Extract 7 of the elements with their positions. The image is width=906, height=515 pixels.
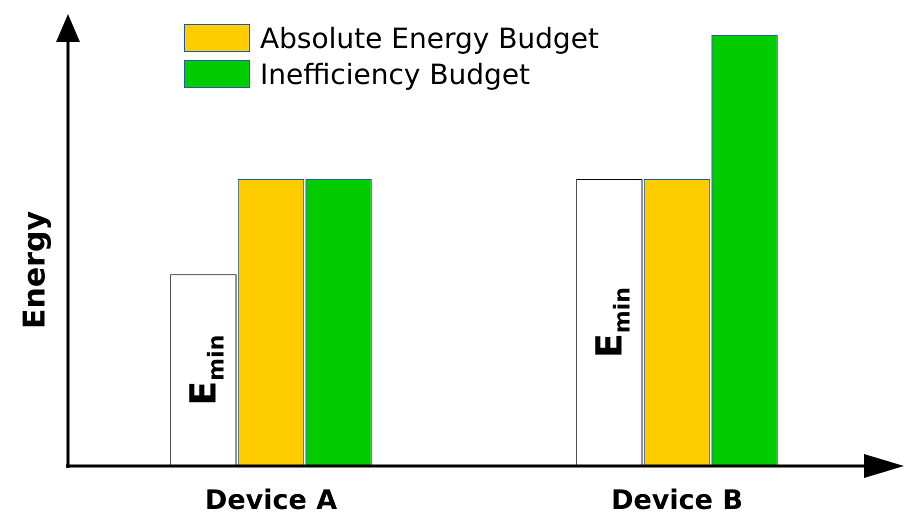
legend-label: Absolute Energy Budget [260, 22, 599, 54]
x-tick-label: Device A [204, 485, 338, 515]
x-tick-label: Device B [611, 485, 743, 515]
y-axis-title: Energy [18, 210, 52, 330]
series-label: Emin [589, 287, 636, 358]
legend-label: Inefficiency Budget [260, 58, 530, 90]
text: Emin [183, 334, 230, 406]
